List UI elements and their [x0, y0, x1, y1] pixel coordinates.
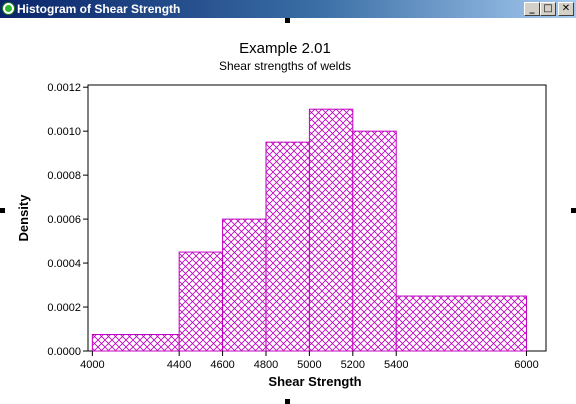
y-axis-label: Density — [16, 194, 31, 242]
resize-handle-right[interactable] — [571, 208, 576, 213]
resize-handle-left[interactable] — [0, 208, 5, 213]
x-tick-label: 4600 — [210, 359, 234, 371]
graph-window-icon[interactable] — [2, 2, 15, 15]
title-bar[interactable]: Histogram of Shear Strength _ □ ✕ — [0, 0, 576, 18]
histogram-bar-5200-5400 — [352, 130, 397, 352]
x-tick-label: 5400 — [384, 359, 408, 371]
x-axis-label: Shear Strength — [268, 374, 361, 389]
histogram-bar-5400-6000 — [395, 295, 527, 352]
y-tick-label: 0.0000 — [47, 346, 81, 358]
histogram-bar-4800-5000 — [265, 141, 310, 352]
y-tick-label: 0.0008 — [47, 170, 81, 182]
x-tick-label: 6000 — [514, 359, 538, 371]
chart-subtitle: Shear strengths of welds — [219, 59, 351, 73]
y-tick-label: 0.0010 — [47, 126, 81, 138]
y-axis: 0.0000 0.0002 0.0004 0.0006 0.0008 0.0010 0.00… — [47, 82, 88, 358]
y-tick-label: 0.0004 — [47, 258, 81, 270]
resize-handle-bottom[interactable] — [285, 399, 290, 404]
x-tick-label: 5000 — [297, 359, 321, 371]
y-tick-label: 0.0002 — [47, 302, 81, 314]
resize-handle-top[interactable] — [285, 18, 290, 23]
histogram-bars — [91, 108, 527, 352]
x-axis: 4000 4400 4600 4800 5000 5200 5400 6000 — [80, 351, 539, 371]
histogram-bar-5000-5200 — [308, 108, 354, 352]
maximize-button[interactable]: □ — [540, 2, 556, 16]
histogram-bar-4400-4600 — [178, 251, 224, 352]
x-tick-label: 4800 — [254, 359, 278, 371]
histogram-chart: Example 2.01 Shear strengths of welds 0.… — [16, 40, 547, 389]
y-tick-label: 0.0006 — [47, 214, 81, 226]
histogram-bar-4600-4800 — [222, 218, 267, 352]
histogram-bar-4000-4400 — [91, 334, 180, 352]
chart-title: Example 2.01 — [239, 40, 331, 57]
minimize-button[interactable]: _ — [524, 2, 540, 16]
x-tick-label: 4000 — [80, 359, 104, 371]
close-button[interactable]: ✕ — [558, 2, 574, 16]
y-tick-label: 0.0012 — [47, 82, 81, 94]
x-tick-label: 5200 — [341, 359, 365, 371]
graph-region: Example 2.01 Shear strengths of welds 0.… — [0, 18, 576, 404]
x-tick-label: 4400 — [167, 359, 191, 371]
window-title: Histogram of Shear Strength — [17, 2, 181, 16]
